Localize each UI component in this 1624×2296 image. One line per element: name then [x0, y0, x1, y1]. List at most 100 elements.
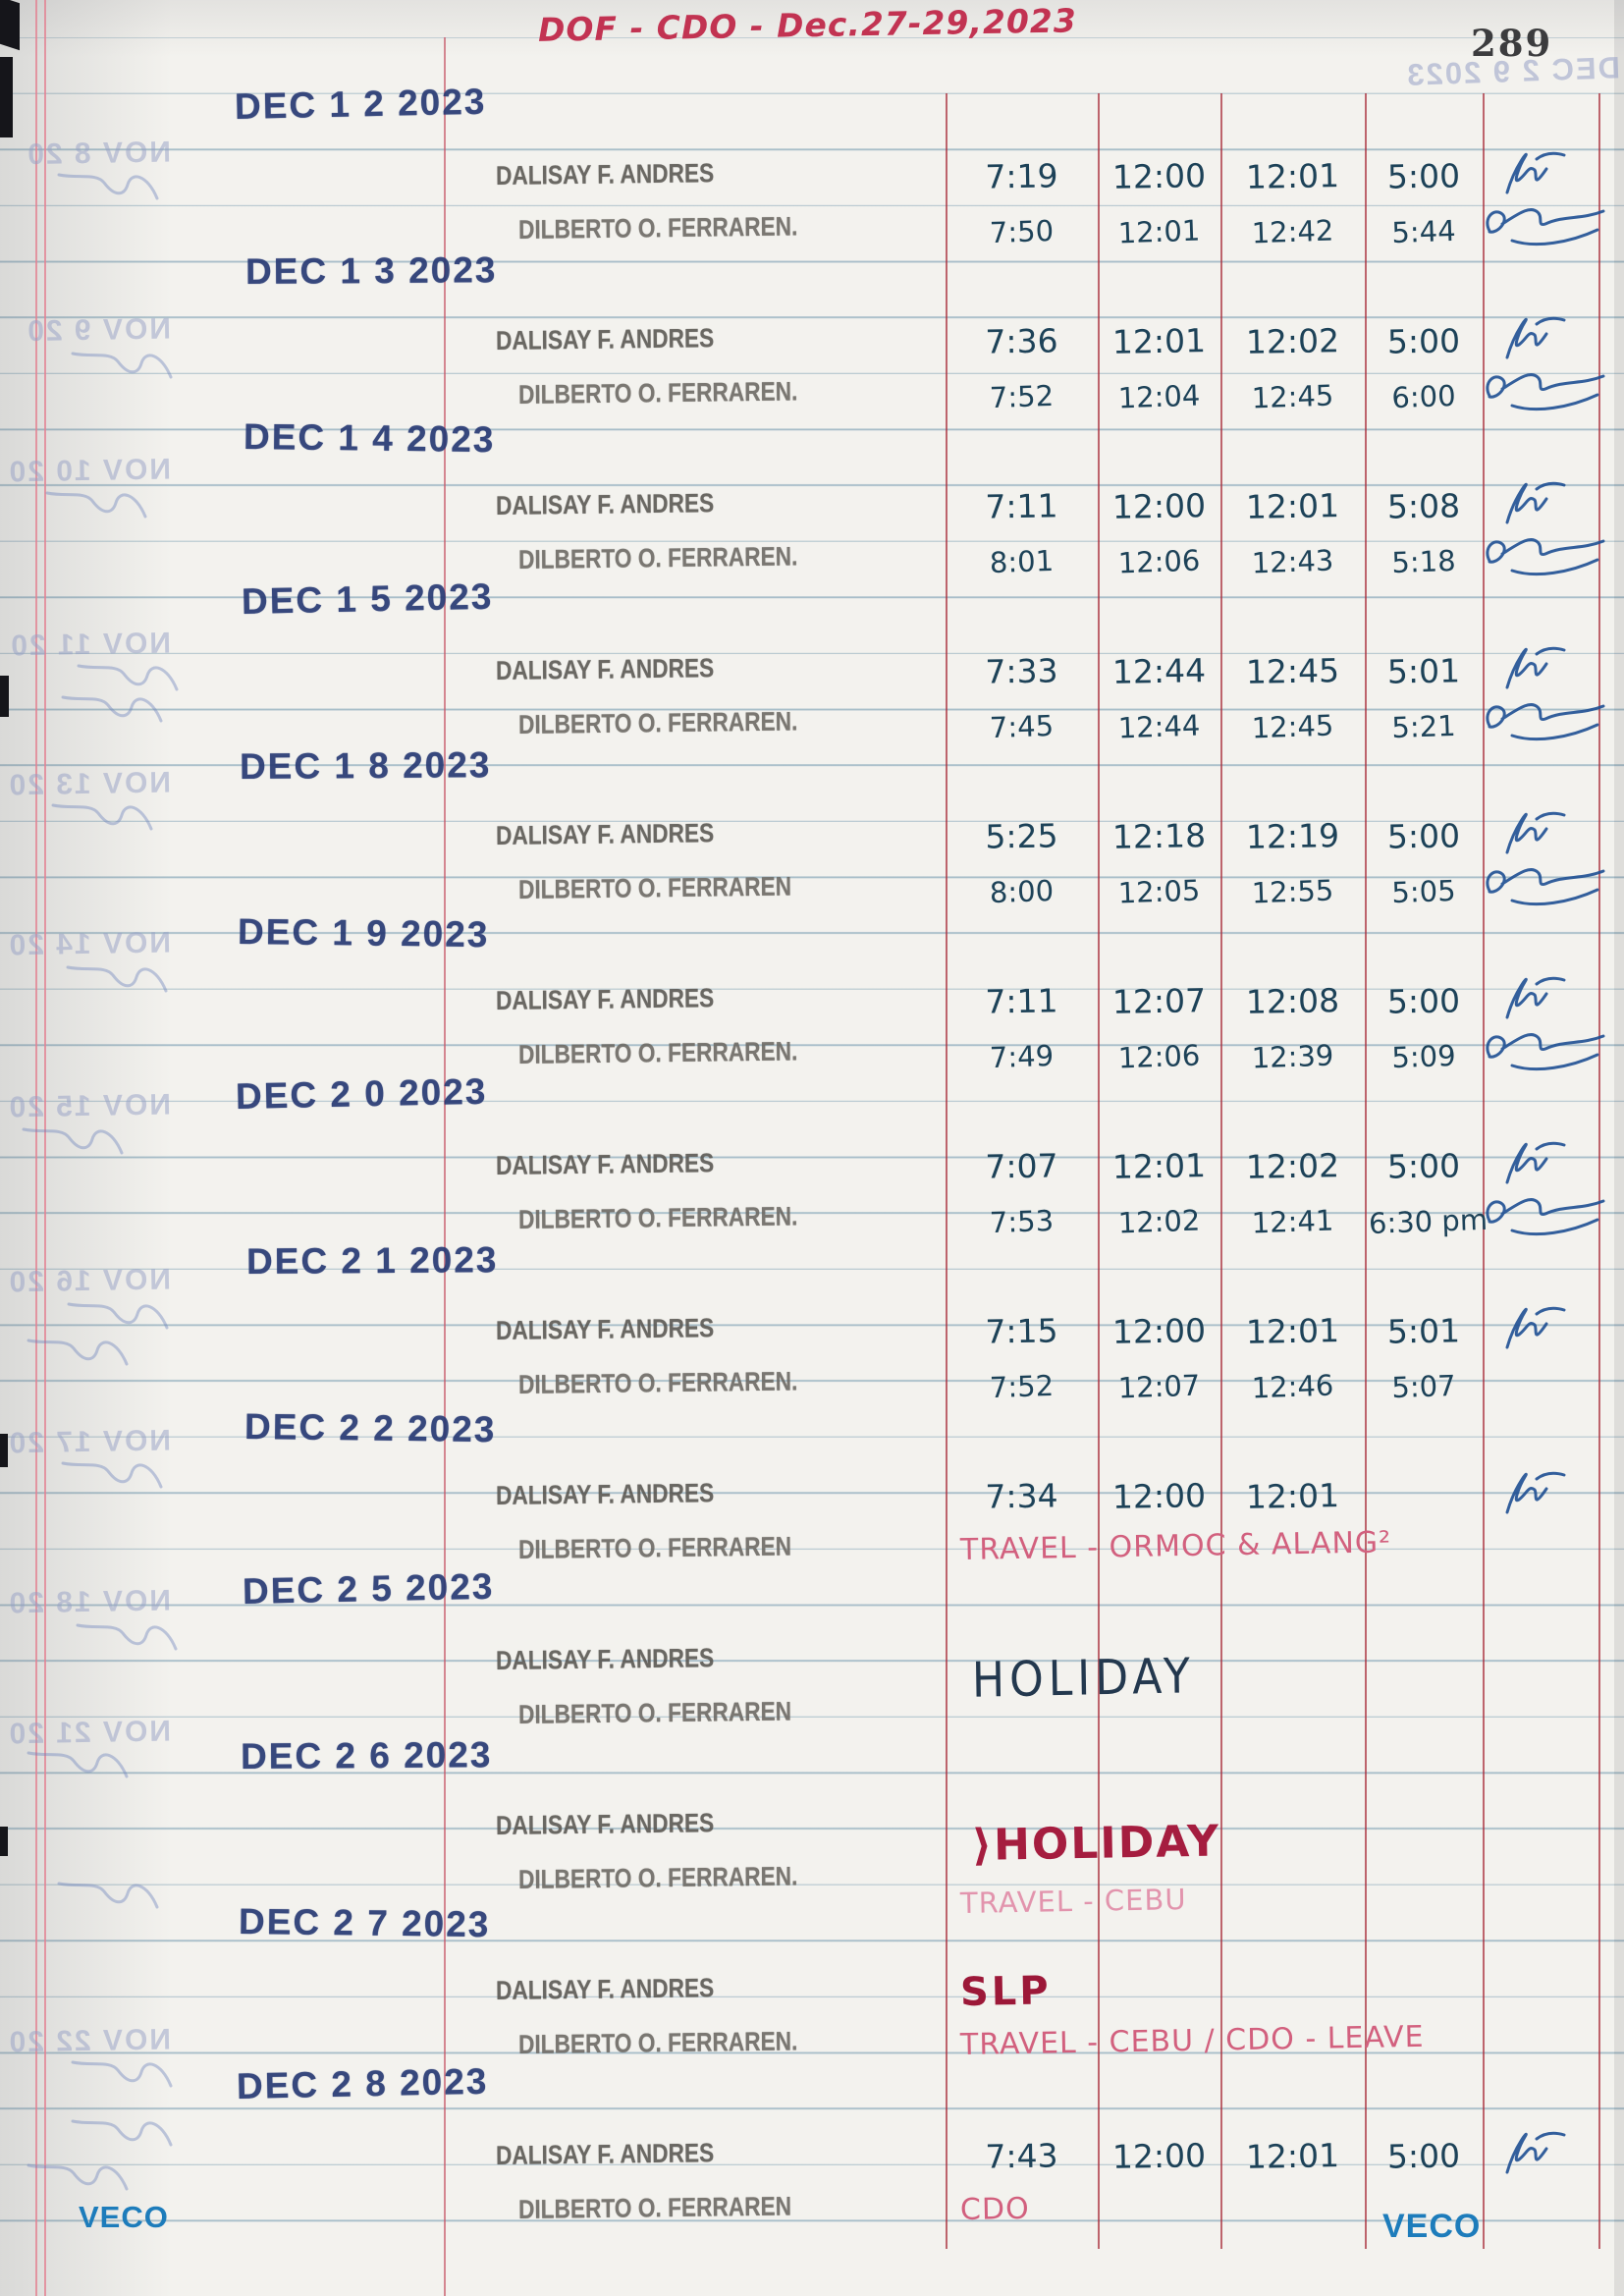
time-entry: 12:01 — [1245, 1476, 1340, 1516]
signature — [1478, 803, 1576, 871]
time-entry: 7:49 — [989, 1038, 1055, 1075]
employee-name-stamp: DALISAY F. ANDRES — [495, 1478, 715, 1510]
time-entry: 12:01 — [1117, 213, 1201, 250]
margin-line — [35, 0, 37, 2296]
time-entry: 5:09 — [1390, 1038, 1457, 1075]
date-stamp: DEC 1 4 2023 — [243, 416, 496, 461]
time-entry: 5:00 — [1386, 981, 1461, 1021]
bleedthrough-signature — [67, 344, 175, 398]
table-column-line — [1365, 93, 1367, 2249]
time-entry: 7:34 — [985, 1476, 1058, 1516]
signature — [1478, 1133, 1576, 1201]
bleedthrough-signature — [72, 1615, 180, 1669]
date-stamp: DEC 1 5 2023 — [241, 575, 494, 622]
time-entry: 5:01 — [1386, 1311, 1461, 1351]
time-entry: 12:00 — [1111, 2136, 1207, 2176]
time-entry: 12:44 — [1111, 651, 1207, 691]
time-entry: 12:04 — [1117, 378, 1201, 415]
time-entry: 7:33 — [985, 651, 1058, 691]
signature — [1478, 855, 1617, 927]
time-entry: 5:01 — [1386, 651, 1461, 691]
scan-artifact — [0, 1434, 8, 1467]
time-entry: 12:41 — [1251, 1203, 1334, 1240]
time-entry: 12:02 — [1117, 1203, 1201, 1240]
time-entry: 5:07 — [1390, 1368, 1457, 1405]
time-entry: 12:05 — [1117, 873, 1201, 910]
bleedthrough-signature — [18, 1120, 126, 1174]
time-entry: 5:05 — [1390, 873, 1457, 910]
employee-name-stamp: DALISAY F. ANDRES — [495, 488, 715, 520]
signature — [1478, 308, 1576, 376]
table-column-line — [1483, 93, 1485, 2249]
bleedthrough-signature — [53, 165, 161, 219]
time-entry: 5:25 — [985, 816, 1058, 856]
employee-name-stamp: DALISAY F. ANDRES — [495, 1808, 715, 1840]
employee-name-stamp: DALISAY F. ANDRES — [495, 983, 715, 1015]
time-entry: 12:19 — [1245, 816, 1340, 856]
signature — [1478, 195, 1617, 267]
employee-name-stamp: DALISAY F. ANDRES — [495, 818, 715, 850]
date-stamp: DEC 2 1 2023 — [245, 1239, 499, 1282]
margin-line — [44, 0, 46, 2296]
signature — [1478, 525, 1617, 597]
handwritten-note: ⟩HOLIDAY — [971, 1816, 1221, 1871]
handwritten-note: TRAVEL - CEBU — [959, 1882, 1187, 1920]
employee-name-stamp: DILBERTO O. FERRAREN. — [517, 1201, 798, 1234]
time-entry: 12:02 — [1245, 321, 1340, 361]
signature — [1478, 1298, 1576, 1366]
scan-shadow-top — [0, 0, 1624, 57]
handwritten-note: HOLIDAY — [971, 1648, 1196, 1710]
time-entry: 12:39 — [1251, 1038, 1334, 1075]
signature — [1478, 143, 1576, 211]
time-entry: 12:01 — [1111, 321, 1207, 361]
employee-name-stamp: DALISAY F. ANDRES — [495, 1643, 715, 1675]
scan-artifact — [0, 676, 9, 717]
date-stamp: DEC 2 5 2023 — [242, 1565, 495, 1612]
time-entry: 12:06 — [1117, 543, 1201, 580]
time-entry: 12:07 — [1111, 981, 1207, 1021]
signature — [1478, 2123, 1576, 2191]
employee-name-stamp: DALISAY F. ANDRES — [495, 653, 715, 685]
veco-logo-left: VECO — [79, 2200, 169, 2234]
date-stamp: DEC 1 8 2023 — [239, 744, 492, 787]
signature — [1478, 968, 1576, 1036]
signature — [1478, 1463, 1576, 1531]
time-entry: 12:07 — [1117, 1368, 1201, 1405]
veco-logo-right: VECO — [1382, 2208, 1482, 2245]
time-entry: 12:01 — [1245, 1311, 1340, 1351]
signature — [1478, 690, 1617, 762]
time-entry: 8:00 — [989, 873, 1055, 910]
employee-name-stamp: DILBERTO O. FERRAREN. — [517, 211, 798, 245]
employee-name-stamp: DILBERTO O. FERRAREN — [517, 1531, 792, 1564]
employee-name-stamp: DALISAY F. ANDRES — [495, 1973, 715, 2005]
bleedthrough-signature — [62, 957, 170, 1011]
bleedthrough-signature — [63, 1294, 171, 1348]
employee-name-stamp: DILBERTO O. FERRAREN. — [517, 541, 798, 574]
time-entry: 5:44 — [1390, 213, 1457, 250]
table-column-line — [1598, 93, 1600, 2249]
date-stamp: DEC 2 0 2023 — [235, 1070, 488, 1117]
bleedthrough-signature — [41, 483, 149, 537]
name-column-line — [444, 37, 446, 2296]
time-entry: 5:00 — [1386, 816, 1461, 856]
date-stamp: DEC 2 7 2023 — [238, 1901, 491, 1945]
time-entry: 12:42 — [1251, 213, 1334, 250]
table-column-line — [1220, 93, 1222, 2249]
time-entry: 12:45 — [1251, 378, 1334, 415]
signature — [1478, 360, 1617, 432]
time-entry: 5:00 — [1386, 156, 1461, 196]
handwritten-note: CDO — [959, 2191, 1030, 2227]
signature — [1478, 473, 1576, 541]
time-entry: 7:15 — [985, 1311, 1058, 1351]
time-entry: 12:08 — [1245, 981, 1340, 1021]
table-column-line — [1098, 93, 1100, 2249]
time-entry: 12:55 — [1251, 873, 1334, 910]
employee-name-stamp: DILBERTO O. FERRAREN. — [517, 376, 798, 410]
time-entry: 7:11 — [985, 486, 1058, 526]
time-entry: 7:43 — [985, 2136, 1058, 2176]
employee-name-stamp: DILBERTO O. FERRAREN. — [517, 1366, 798, 1399]
signature — [1478, 1020, 1617, 1092]
bleedthrough-signature — [23, 1743, 131, 1797]
time-entry: 12:18 — [1111, 816, 1207, 856]
time-entry: 5:00 — [1386, 1146, 1461, 1186]
